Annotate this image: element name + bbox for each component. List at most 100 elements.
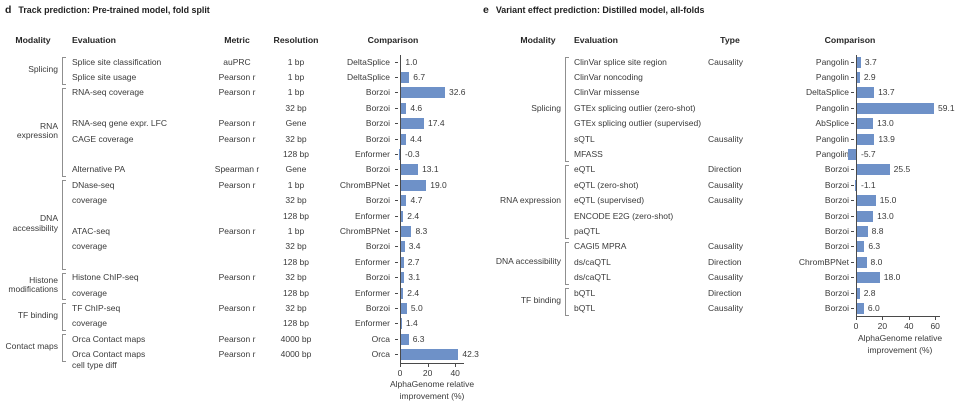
chart-row: Orca Contact maps cell type diff Pearson … bbox=[0, 347, 480, 370]
panel-d-title: Track prediction: Pre-trained model, fol… bbox=[18, 5, 210, 15]
chart-row: Histone ChIP-seq Pearson r 32 bp Borzoi 3.1 bbox=[0, 270, 480, 285]
evaluation-cell: CAGE coverage bbox=[72, 133, 134, 144]
comparison-tick bbox=[851, 169, 854, 171]
value-label: 2.8 bbox=[863, 287, 876, 298]
value-label: -1.1 bbox=[861, 179, 876, 190]
resolution-cell: 128 bp bbox=[283, 256, 309, 267]
chart-row: RNA-seq coverage Pearson r 1 bp Borzoi 32.6 bbox=[0, 85, 480, 100]
chart-row: CAGI5 MPRA Causality Borzoi 6.3 bbox=[480, 239, 976, 254]
comparison-cell: Enformer bbox=[355, 148, 390, 159]
group-bracket bbox=[565, 57, 569, 162]
comparison-cell: Borzoi bbox=[824, 179, 849, 190]
chart-row: Splice site usage Pearson r 1 bp DeltaSplic… bbox=[0, 70, 480, 85]
chart-row: RNA-seq gene expr. LFC Pearson r Gene Borzo… bbox=[0, 116, 480, 131]
x-axis-label-line1: AlphaGenome relative bbox=[389, 378, 475, 389]
resolution-cell: 1 bp bbox=[287, 179, 305, 190]
metric-cell: Pearson r bbox=[218, 133, 256, 144]
evaluation-cell: Splice site classification bbox=[72, 56, 162, 67]
comparison-tick bbox=[851, 61, 854, 63]
comparison-tick bbox=[851, 277, 854, 279]
panel-e-title-bar: e Variant effect prediction: Distilled m… bbox=[483, 4, 704, 16]
comparison-cell: DeltaSplice bbox=[347, 71, 390, 82]
group-bracket bbox=[62, 272, 66, 301]
comparison-cell: Borzoi bbox=[365, 87, 390, 98]
comparison-tick bbox=[395, 138, 398, 140]
bar bbox=[856, 87, 875, 99]
x-tick-label: 20 bbox=[877, 321, 888, 332]
evaluation-cell: CAGI5 MPRA bbox=[574, 241, 627, 252]
type-cell: Direction bbox=[708, 287, 742, 298]
evaluation-cell: ClinVar missense bbox=[574, 87, 640, 98]
panel-e: e Variant effect prediction: Distilled m… bbox=[480, 0, 976, 413]
bar bbox=[400, 287, 404, 299]
bar bbox=[400, 349, 459, 361]
bar bbox=[400, 272, 405, 284]
evaluation-cell: paQTL bbox=[574, 225, 600, 236]
evaluation-cell: Orca Contact maps cell type diff bbox=[72, 349, 146, 370]
comparison-tick bbox=[395, 261, 398, 263]
modality-label: RNA expression bbox=[500, 194, 561, 205]
comparison-cell: Borzoi bbox=[365, 133, 390, 144]
value-label: 25.5 bbox=[893, 164, 911, 175]
bar bbox=[856, 226, 868, 238]
evaluation-cell: Splice site usage bbox=[72, 71, 137, 82]
bar bbox=[856, 72, 860, 84]
metric-cell: Pearson r bbox=[218, 302, 256, 313]
value-label: 2.4 bbox=[407, 210, 420, 221]
comparison-cell: Borzoi bbox=[824, 225, 849, 236]
x-axis-line bbox=[400, 362, 464, 364]
value-label: 6.0 bbox=[867, 302, 880, 313]
value-label: 8.0 bbox=[870, 256, 883, 267]
type-cell: Causality bbox=[708, 133, 743, 144]
evaluation-cell: TF ChIP-seq bbox=[72, 302, 121, 313]
comparison-cell: Borzoi bbox=[365, 195, 390, 206]
chart-row: GTEx splicing outlier (supervised) AbSpli… bbox=[480, 116, 976, 131]
comparison-cell: Borzoi bbox=[824, 164, 849, 175]
comparison-cell: ChromBPNet bbox=[339, 179, 390, 190]
bar bbox=[400, 226, 412, 238]
comparison-tick bbox=[851, 138, 854, 140]
evaluation-cell: eQTL (supervised) bbox=[574, 195, 645, 206]
column-header-resolution: Resolution bbox=[273, 35, 319, 45]
x-axis-tick bbox=[856, 317, 857, 321]
resolution-cell: 32 bp bbox=[285, 133, 307, 144]
comparison-tick bbox=[851, 92, 854, 94]
type-cell: Causality bbox=[708, 241, 743, 252]
metric-cell: Pearson r bbox=[218, 272, 256, 283]
chart-row: Orca Contact maps Pearson r 4000 bp Orca 6.3 bbox=[0, 332, 480, 347]
comparison-cell: AbSplice bbox=[815, 118, 849, 129]
comparison-tick bbox=[395, 338, 398, 340]
value-label: 3.1 bbox=[408, 272, 421, 283]
comparison-cell: Orca bbox=[371, 349, 390, 360]
evaluation-cell: ENCODE E2G (zero-shot) bbox=[574, 210, 674, 221]
comparison-tick bbox=[395, 169, 398, 171]
comparison-tick bbox=[851, 308, 854, 310]
comparison-cell: ChromBPNet bbox=[339, 225, 390, 236]
bar bbox=[856, 164, 890, 176]
comparison-cell: Pangolin bbox=[815, 133, 849, 144]
chart-row: ds/caQTL Causality Borzoi 18.0 bbox=[480, 270, 976, 285]
evaluation-cell: ClinVar noncoding bbox=[574, 71, 643, 82]
value-label: 1.0 bbox=[405, 56, 418, 67]
chart-row: CAGE coverage Pearson r 32 bp Borzoi 4.4 bbox=[0, 132, 480, 147]
resolution-cell: 32 bp bbox=[285, 302, 307, 313]
comparison-cell: ChromBPNet bbox=[798, 256, 849, 267]
resolution-cell: Gene bbox=[285, 164, 307, 175]
modality-label: TF binding bbox=[17, 310, 58, 321]
chart-row: paQTL Borzoi 8.8 bbox=[480, 224, 976, 239]
bar bbox=[400, 179, 427, 191]
comparison-tick bbox=[395, 277, 398, 279]
resolution-cell: 32 bp bbox=[285, 195, 307, 206]
evaluation-cell: Orca Contact maps bbox=[72, 333, 146, 344]
modality-label: Contact maps bbox=[5, 341, 58, 352]
type-cell: Causality bbox=[708, 302, 743, 313]
modality-label: Splicing bbox=[28, 64, 58, 74]
comparison-cell: DeltaSplice bbox=[806, 87, 849, 98]
metric-cell: Pearson r bbox=[218, 349, 256, 360]
metric-cell: Pearson r bbox=[218, 118, 256, 129]
chart-row: coverage 32 bp Borzoi 3.4 bbox=[0, 239, 480, 254]
resolution-cell: 128 bp bbox=[283, 148, 309, 159]
value-label: -5.7 bbox=[861, 148, 876, 159]
evaluation-cell: DNase-seq bbox=[72, 179, 115, 190]
